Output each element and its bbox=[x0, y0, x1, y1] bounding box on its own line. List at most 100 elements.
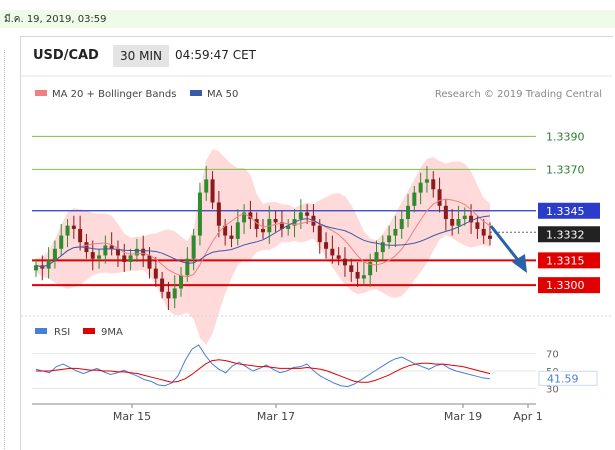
candle-body bbox=[380, 242, 385, 253]
candle-body bbox=[431, 179, 436, 190]
candle-body bbox=[450, 219, 455, 226]
level-label: 1.3345 bbox=[546, 205, 585, 218]
candle-body bbox=[298, 212, 303, 220]
date-stamp-bar: มี.ค. 19, 2019, 03:59 bbox=[0, 10, 615, 28]
candle-body bbox=[97, 255, 102, 259]
candle-body bbox=[197, 192, 202, 236]
date-stamp: มี.ค. 19, 2019, 03:59 bbox=[4, 14, 107, 25]
level-label-bg bbox=[538, 277, 600, 294]
candle-body bbox=[115, 248, 120, 256]
candle-body bbox=[412, 192, 417, 206]
candle-body bbox=[90, 252, 95, 259]
candle-body bbox=[166, 291, 171, 299]
candle-body bbox=[324, 242, 329, 249]
candle-body bbox=[374, 252, 379, 263]
candle-body bbox=[469, 215, 474, 223]
rsi-ma-legend-swatch bbox=[83, 328, 95, 334]
rsi-panel: 70503041.59 bbox=[32, 344, 598, 395]
rsi-series-line bbox=[36, 359, 491, 383]
rsi-current-bg bbox=[538, 370, 598, 386]
level-label: 1.3390 bbox=[546, 130, 585, 143]
ma20-legend-swatch bbox=[35, 90, 47, 96]
ma50-legend-label: MA 50 bbox=[207, 89, 238, 100]
x-tick-label: Apr 1 bbox=[513, 410, 543, 423]
candle-body bbox=[185, 258, 190, 276]
rsi-tick-label: 70 bbox=[546, 350, 559, 361]
moving-averages bbox=[35, 198, 491, 278]
rsi-legend-label: RSI bbox=[54, 327, 70, 338]
candle-body bbox=[336, 255, 341, 259]
x-tick-label: Mar 19 bbox=[444, 410, 482, 423]
candle-body bbox=[462, 215, 467, 220]
candle-body bbox=[216, 202, 221, 226]
level-label-bg bbox=[538, 202, 600, 219]
rsi-legend-swatch bbox=[35, 328, 47, 334]
candle-body bbox=[387, 235, 392, 243]
candle-body bbox=[204, 179, 209, 193]
forecast-arrow-icon bbox=[489, 225, 527, 273]
candle-body bbox=[78, 228, 83, 243]
level-label: 1.3315 bbox=[546, 254, 585, 267]
candle-body bbox=[424, 179, 429, 183]
candle-body bbox=[254, 219, 259, 229]
candle-body bbox=[349, 265, 354, 272]
candle-body bbox=[122, 255, 127, 263]
candle-body bbox=[437, 189, 442, 206]
candle-body bbox=[368, 262, 373, 276]
candle-body bbox=[153, 268, 158, 279]
candle-body bbox=[355, 271, 360, 279]
research-credit: Research © 2019 Trading Central bbox=[435, 89, 602, 100]
symbol-label: USD/CAD bbox=[33, 48, 99, 63]
candle-body bbox=[191, 235, 196, 259]
x-tick-label: Mar 17 bbox=[257, 410, 295, 423]
candle-body bbox=[399, 219, 404, 229]
candle-body bbox=[71, 225, 76, 229]
level-label-bg bbox=[538, 252, 600, 269]
bollinger-band-fill bbox=[36, 149, 490, 345]
candle-body bbox=[235, 222, 240, 239]
rsi-series-line bbox=[35, 344, 491, 388]
level-label: 1.3300 bbox=[546, 279, 585, 292]
candle-body bbox=[210, 179, 215, 203]
level-labels: 1.3390 1.3370 1.3345 1.3332 1.3315 1.3300 bbox=[538, 130, 600, 294]
candle-body bbox=[128, 255, 133, 263]
clock-label: 04:59:47 CET bbox=[175, 48, 256, 62]
page-left-border bbox=[4, 50, 5, 449]
candle-body bbox=[172, 288, 177, 299]
rsi-tick-label: 30 bbox=[546, 384, 559, 395]
candle-body bbox=[393, 228, 398, 236]
candle-body bbox=[456, 219, 461, 226]
candle-body bbox=[418, 182, 423, 193]
rsi-current-value: 41.59 bbox=[547, 372, 579, 385]
candle-body bbox=[248, 212, 253, 220]
candle-body bbox=[242, 212, 247, 223]
candle-body bbox=[406, 205, 411, 220]
candle-body bbox=[273, 219, 278, 223]
candle-body bbox=[109, 245, 114, 249]
ma50-line bbox=[35, 215, 491, 268]
ma20-line bbox=[35, 198, 491, 278]
candle-body bbox=[261, 228, 265, 233]
candle-body bbox=[229, 235, 234, 239]
chart-header: USD/CAD 30 MIN 04:59:47 CET bbox=[21, 37, 613, 77]
candle-body bbox=[342, 258, 347, 266]
candle-body bbox=[59, 235, 64, 249]
timeframe-button[interactable]: 30 MIN bbox=[113, 45, 169, 67]
x-axis: Mar 15 Mar 17 Mar 19 Apr 1 bbox=[113, 404, 543, 423]
candle-body bbox=[443, 205, 448, 220]
candle-body bbox=[160, 278, 165, 292]
candle-body bbox=[65, 225, 70, 236]
ma50-legend-swatch bbox=[190, 90, 202, 96]
candle-body bbox=[475, 222, 480, 229]
candle-body bbox=[134, 248, 139, 256]
level-label: 1.3370 bbox=[546, 163, 585, 176]
x-tick-label: Mar 15 bbox=[113, 410, 151, 423]
candle-body bbox=[223, 225, 228, 236]
candle-body bbox=[481, 228, 486, 236]
candle-body bbox=[34, 265, 38, 271]
candle-body bbox=[52, 248, 57, 261]
candle-body bbox=[147, 255, 152, 269]
bollinger-bands bbox=[36, 149, 490, 345]
level-label-bg bbox=[538, 226, 600, 243]
candle-body bbox=[361, 275, 366, 279]
